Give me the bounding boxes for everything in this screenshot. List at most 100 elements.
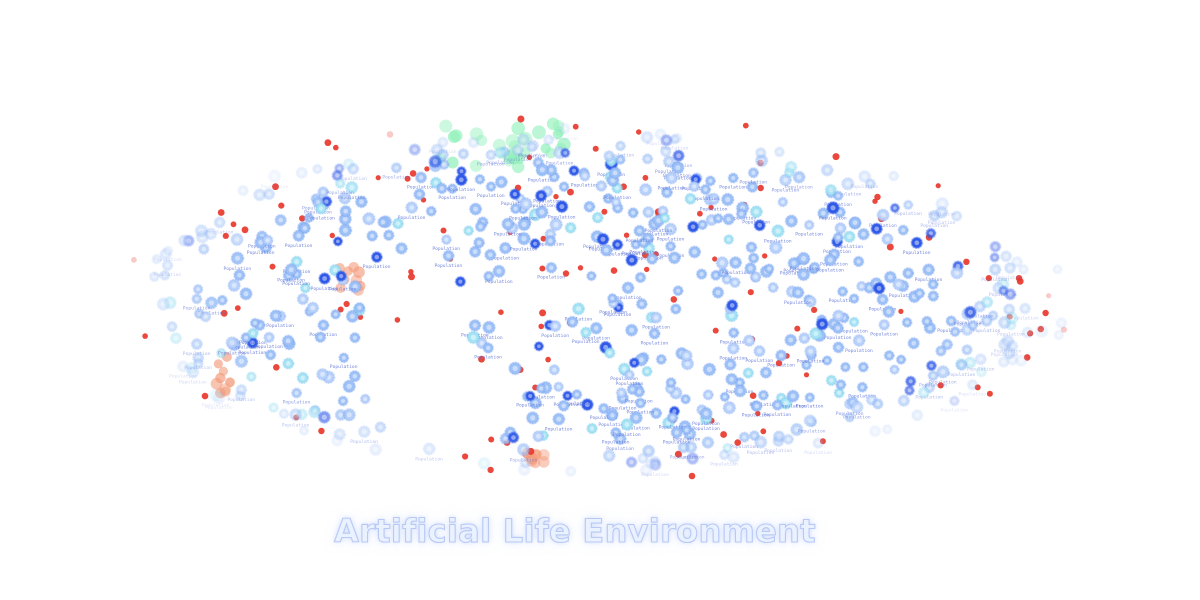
organism-cell-icon [545, 164, 557, 176]
organism-cell-icon [282, 335, 294, 347]
organism-cell-icon [558, 400, 570, 412]
organism-label: Population [307, 216, 335, 222]
organism-label: Population [227, 397, 255, 403]
predator-dot-icon [712, 256, 718, 262]
organism-cell-icon [680, 349, 693, 362]
organism-cell-icon [545, 262, 557, 274]
organism-cell-icon [579, 170, 591, 182]
organism-cell-icon [669, 134, 680, 145]
organism-cell-icon [157, 297, 170, 311]
organism-label: Population [764, 239, 792, 245]
organism-cell-icon [850, 400, 864, 414]
organism-cell-icon [736, 208, 747, 220]
organism-cell-icon [627, 207, 639, 218]
predator-dot-icon [742, 122, 749, 129]
organism-cell-icon [535, 189, 547, 202]
organism-label: Population [677, 455, 705, 461]
organism-cell-icon [1018, 264, 1029, 275]
organism-cell-icon [825, 184, 837, 196]
organism-cell-icon [616, 387, 627, 398]
organism-cell-icon [840, 362, 851, 372]
organism-label: Population [363, 264, 391, 270]
organism-cell-icon [889, 364, 900, 375]
organism-cell-icon [193, 358, 204, 369]
organism-cell-icon [278, 408, 289, 419]
organism-cell-icon [749, 430, 760, 441]
organism-label: Population [894, 211, 922, 217]
organism-cell-icon [804, 345, 817, 358]
organism-cell-icon [501, 217, 514, 231]
organism-cell-icon [911, 409, 924, 422]
organism-cell-icon [772, 399, 783, 411]
organism-cell-icon [191, 293, 202, 304]
predator-dot-icon [131, 256, 137, 263]
organism-cell-icon [713, 213, 724, 224]
predator-dot-icon [592, 145, 599, 152]
predator-dot-icon [1016, 277, 1024, 285]
organism-label: Population [804, 450, 832, 456]
organism-cell-icon [727, 342, 740, 355]
organism-cell-icon [510, 203, 521, 214]
organism-cell-icon [178, 234, 190, 247]
organism-cell-icon [268, 402, 279, 413]
predator-dot-icon [562, 270, 570, 277]
organism-label: Population [973, 328, 1001, 334]
organism-cell-icon [428, 155, 442, 168]
food-cluster-icon [335, 282, 346, 293]
organism-cell-icon [760, 366, 772, 379]
organism-label: Population [491, 255, 519, 261]
organism-cell-icon [728, 172, 739, 184]
organism-label: Population [239, 350, 267, 356]
organism-cell-icon [826, 201, 840, 215]
organism-cell-icon [316, 368, 329, 381]
organism-label: Population [599, 310, 627, 316]
organism-cell-icon [559, 181, 569, 192]
organism-cell-icon [615, 140, 626, 151]
organism-cell-icon [629, 411, 643, 424]
organism-cell-icon [884, 271, 897, 284]
organism-cell-icon [832, 309, 845, 322]
organism-label: Population [474, 355, 502, 361]
organism-label: Population [797, 359, 825, 365]
organism-cell-icon [680, 394, 691, 405]
organism-cell-icon [656, 354, 667, 365]
organism-cell-icon [663, 155, 675, 168]
predator-dot-icon [517, 115, 525, 123]
organism-cell-icon [299, 425, 309, 436]
organism-cell-icon [610, 427, 622, 438]
organism-label: Population [966, 314, 994, 320]
organism-label: Population [845, 348, 873, 354]
organism-cell-icon [347, 163, 359, 175]
organism-cell-icon [950, 326, 960, 337]
predator-dot-icon [408, 273, 415, 281]
organism-cell-icon [159, 270, 170, 281]
organism-cell-icon [878, 319, 890, 331]
organism-label: Population [929, 380, 957, 386]
organism-label: Population [477, 162, 505, 168]
organism-label: Population [783, 268, 811, 274]
organism-label: Population [967, 366, 995, 372]
organism-cell-icon [784, 334, 797, 347]
organism-cell-icon [745, 241, 757, 253]
organism-label: Population [537, 275, 565, 281]
organism-cell-icon [358, 425, 371, 438]
organism-cell-icon [525, 391, 536, 401]
food-cluster-orange [210, 262, 550, 469]
organism-label: Population [232, 344, 260, 350]
organism-cell-icon [904, 385, 915, 396]
organism-label: Population [915, 277, 943, 283]
organism-cell-icon [786, 390, 800, 403]
organism-cell-icon [1019, 302, 1031, 315]
organism-cell-icon [664, 223, 677, 236]
organism-cell-icon [703, 389, 714, 401]
predator-dot-icon [488, 436, 495, 443]
organism-label: Population [919, 382, 947, 388]
organism-cell-icon [558, 122, 571, 135]
predator-dot-icon [1046, 293, 1052, 299]
predator-dot-icon [498, 309, 504, 316]
organism-cell-icon [892, 278, 905, 291]
organism-cell-icon [903, 200, 913, 210]
organism-cell-icon [989, 241, 1001, 253]
predator-dot-icon [708, 204, 714, 211]
